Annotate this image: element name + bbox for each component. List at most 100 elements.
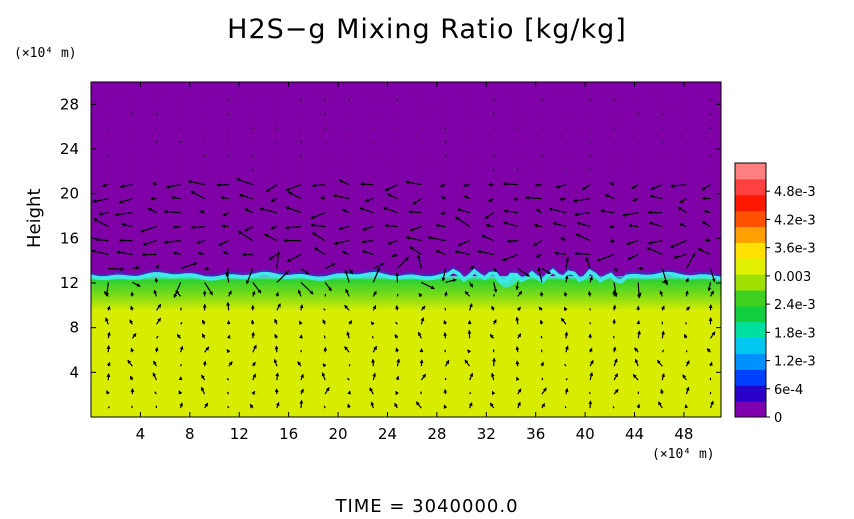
wind-vector (101, 183, 109, 188)
wind-vector (105, 282, 109, 297)
wind-vector (685, 360, 690, 367)
wind-vector (697, 248, 711, 256)
wind-vector (541, 387, 547, 395)
wind-vector (322, 319, 327, 325)
wind-vector (440, 196, 446, 200)
wind-vector (612, 406, 615, 409)
wind-vector (435, 249, 446, 256)
wind-vector (517, 388, 522, 395)
colorbar-segment (735, 385, 766, 402)
wind-vector (364, 198, 374, 202)
wind-vector (536, 253, 543, 258)
wind-vector (564, 405, 567, 409)
colorbar-segment (735, 178, 766, 196)
wind-vector (443, 404, 448, 409)
wind-vector (154, 277, 159, 283)
wind-vector (412, 198, 422, 205)
wind-vector (572, 198, 591, 203)
wind-vector (299, 304, 304, 311)
wind-vector (244, 226, 254, 232)
wind-vector (703, 209, 711, 214)
wind-vector (251, 361, 256, 367)
wind-vector (564, 345, 569, 353)
wind-vector (200, 386, 206, 395)
transition-band (91, 276, 721, 311)
wind-vector (347, 377, 350, 381)
wind-vector (130, 291, 135, 297)
wind-vector (132, 265, 141, 270)
wind-vector (362, 226, 374, 231)
wind-vector (609, 182, 615, 186)
wind-vector (221, 224, 229, 229)
wind-vector (319, 196, 326, 201)
wind-vector (493, 282, 498, 293)
wind-vector (91, 249, 109, 256)
wind-vector (435, 223, 446, 228)
wind-vector (163, 209, 181, 214)
interface-dark-edge (90, 265, 722, 281)
colorbar-label: 4.8e-3 (774, 185, 816, 200)
y-tick-label: 4 (69, 363, 79, 381)
upper-layer-region (91, 82, 721, 277)
wind-vector (613, 373, 619, 381)
y-tick-label: 16 (60, 229, 79, 247)
wind-vector (421, 281, 435, 290)
x-tick-label: 44 (625, 425, 644, 443)
wind-vector (180, 363, 183, 367)
wind-vector (371, 335, 374, 339)
wind-vector (575, 233, 591, 242)
wind-vector (201, 374, 206, 381)
wind-vector (344, 346, 350, 353)
wind-vector (313, 247, 326, 256)
y-tick-label: 28 (60, 95, 79, 113)
wind-vector (464, 359, 471, 367)
wind-vector (439, 183, 446, 188)
wind-vector (417, 331, 422, 339)
wind-vector (441, 268, 447, 282)
wind-vector (515, 360, 520, 367)
wind-vector (98, 211, 109, 216)
wind-vector (218, 240, 229, 246)
wind-vector (332, 194, 350, 200)
colorbar: 0 6e-4 1.2e-3 1.8e-3 2.4e-3 0.003 3.6e-3 4.2e-3… (734, 162, 816, 426)
wind-vector (369, 387, 374, 395)
wind-vector (673, 253, 687, 259)
wind-vector (395, 304, 399, 311)
wind-vector (274, 333, 279, 339)
wind-vector (670, 183, 687, 188)
wind-vector (454, 216, 470, 228)
wind-vector (515, 316, 520, 325)
wind-vector (152, 360, 158, 367)
wind-vector (226, 377, 230, 381)
wind-vector (613, 358, 618, 367)
wind-vector (249, 403, 254, 409)
wind-vector (670, 240, 687, 248)
wind-vector (564, 387, 569, 395)
wind-vector (517, 290, 523, 297)
wind-vector (395, 390, 399, 396)
wind-vector (701, 221, 711, 228)
y-unit-label: (×10⁴ m) (14, 46, 77, 61)
wind-vector (300, 373, 304, 381)
wind-vector (395, 347, 400, 353)
wind-vector (341, 208, 350, 214)
x-tick-label: 16 (279, 425, 298, 443)
wind-vector (201, 319, 206, 325)
y-tick-label: 20 (60, 185, 79, 203)
wind-vector (609, 239, 615, 243)
wind-vector (656, 359, 663, 367)
wind-vector (204, 402, 209, 409)
colorbar-segment (735, 258, 766, 275)
wind-vector (548, 207, 567, 214)
wind-vector (235, 178, 254, 186)
wind-vector (387, 240, 398, 245)
wind-vector (408, 209, 422, 214)
wind-vector (469, 392, 472, 395)
wind-vector (251, 331, 256, 339)
wind-vector (394, 402, 398, 409)
time-label: TIME = 3040000.0 (335, 496, 519, 517)
wind-vector (535, 183, 542, 187)
wind-vector (251, 390, 256, 396)
wind-vector (226, 301, 231, 311)
wind-vector (420, 305, 426, 311)
